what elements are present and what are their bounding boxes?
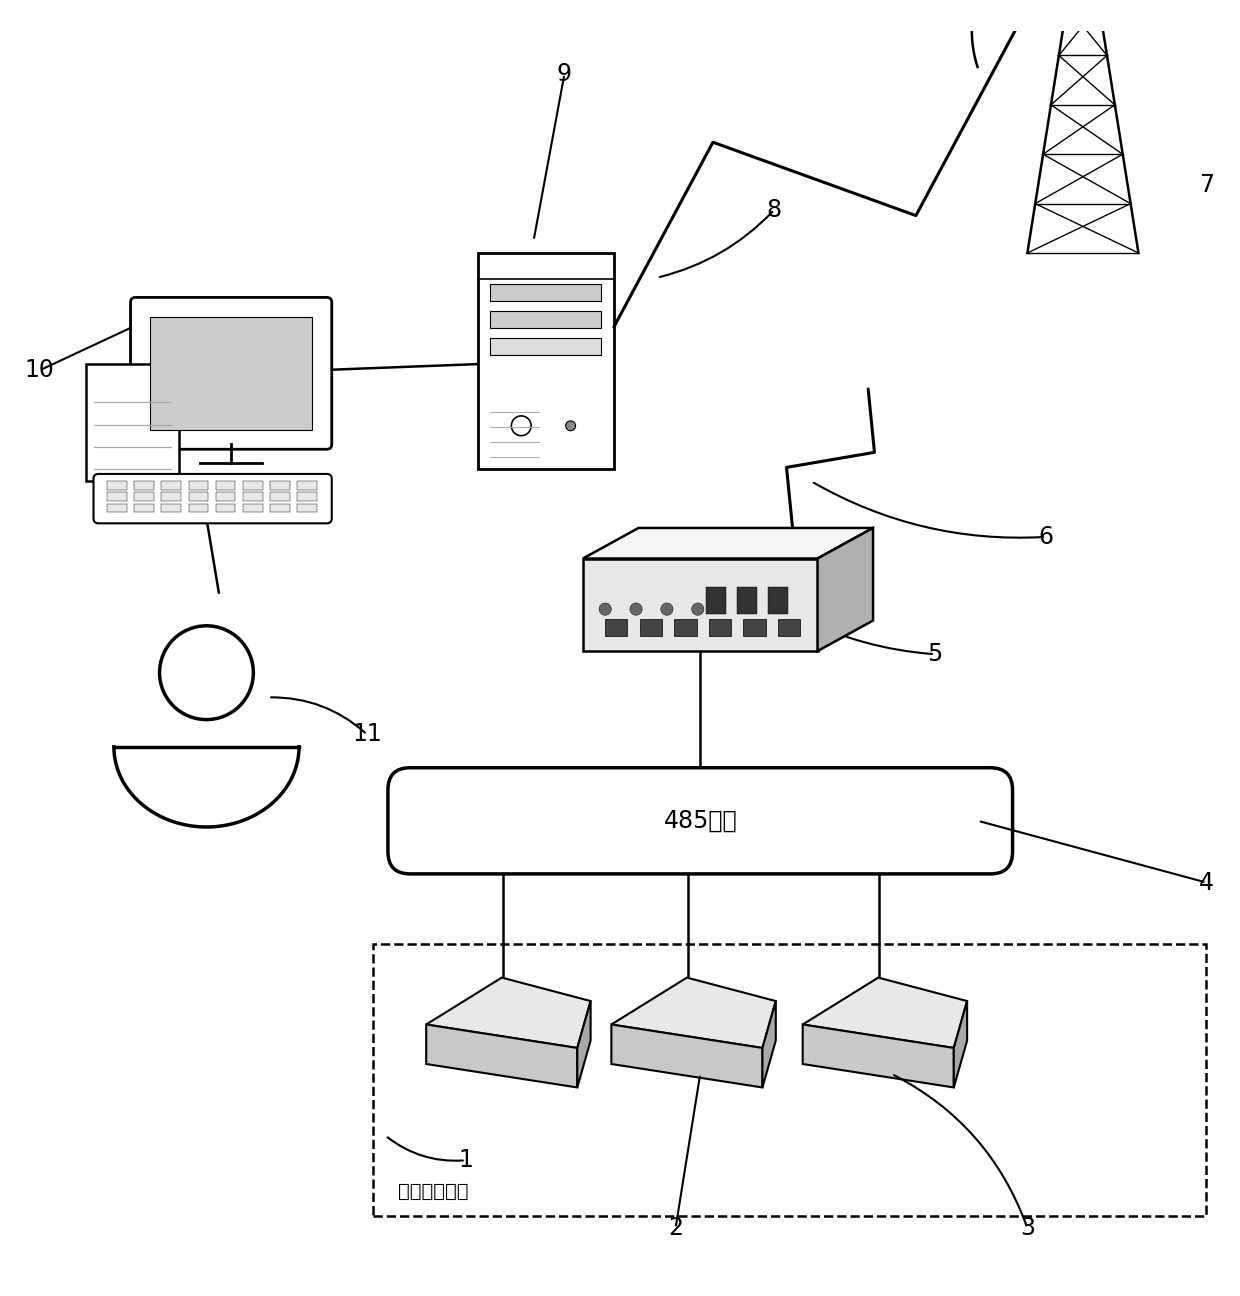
Bar bbox=[188, 481, 208, 490]
Bar bbox=[709, 619, 732, 636]
Bar bbox=[216, 492, 236, 502]
Polygon shape bbox=[817, 527, 873, 651]
Bar bbox=[479, 253, 614, 469]
Bar bbox=[188, 492, 208, 502]
Text: 9: 9 bbox=[557, 62, 572, 86]
Bar bbox=[738, 587, 758, 614]
Bar bbox=[134, 481, 154, 490]
Bar bbox=[243, 492, 263, 502]
Text: 1: 1 bbox=[459, 1148, 474, 1173]
Bar bbox=[270, 481, 290, 490]
Bar bbox=[744, 619, 765, 636]
Bar bbox=[768, 587, 787, 614]
Text: 7: 7 bbox=[1199, 174, 1214, 197]
Text: 3: 3 bbox=[1019, 1216, 1035, 1240]
Bar bbox=[107, 504, 126, 512]
Bar bbox=[270, 492, 290, 502]
Text: 5: 5 bbox=[928, 643, 942, 666]
Bar bbox=[490, 338, 601, 355]
Bar bbox=[86, 364, 179, 481]
Text: 8: 8 bbox=[766, 198, 782, 222]
Polygon shape bbox=[763, 1001, 776, 1087]
Text: 11: 11 bbox=[352, 722, 382, 746]
Circle shape bbox=[160, 626, 253, 719]
Bar bbox=[243, 481, 263, 490]
Bar bbox=[298, 492, 317, 502]
Bar bbox=[188, 504, 208, 512]
Bar bbox=[150, 318, 312, 429]
Bar bbox=[107, 492, 126, 502]
Polygon shape bbox=[802, 977, 967, 1048]
Bar bbox=[298, 504, 317, 512]
Polygon shape bbox=[427, 977, 590, 1048]
Bar bbox=[216, 481, 236, 490]
Bar bbox=[675, 619, 697, 636]
Bar bbox=[373, 945, 1207, 1216]
Text: 6: 6 bbox=[1038, 525, 1054, 550]
Bar bbox=[707, 587, 727, 614]
Bar bbox=[134, 504, 154, 512]
Polygon shape bbox=[578, 1001, 590, 1087]
Text: 数据监测单元: 数据监测单元 bbox=[398, 1182, 469, 1201]
FancyBboxPatch shape bbox=[130, 297, 332, 450]
Polygon shape bbox=[427, 1025, 578, 1087]
Text: 2: 2 bbox=[668, 1216, 683, 1240]
Bar bbox=[640, 619, 662, 636]
Circle shape bbox=[599, 603, 611, 616]
Polygon shape bbox=[583, 527, 873, 559]
Bar bbox=[161, 504, 181, 512]
Circle shape bbox=[692, 603, 704, 616]
Bar bbox=[161, 492, 181, 502]
Text: 4: 4 bbox=[1199, 871, 1214, 894]
Bar bbox=[107, 481, 126, 490]
Bar bbox=[605, 619, 627, 636]
Bar bbox=[777, 619, 800, 636]
Polygon shape bbox=[611, 977, 776, 1048]
Circle shape bbox=[511, 416, 531, 435]
Polygon shape bbox=[802, 1025, 954, 1087]
Bar bbox=[216, 504, 236, 512]
Bar bbox=[490, 311, 601, 328]
Circle shape bbox=[661, 603, 673, 616]
FancyBboxPatch shape bbox=[93, 474, 332, 524]
Bar bbox=[243, 504, 263, 512]
Polygon shape bbox=[954, 1001, 967, 1087]
Circle shape bbox=[565, 421, 575, 430]
FancyBboxPatch shape bbox=[388, 767, 1013, 874]
Text: 10: 10 bbox=[25, 358, 55, 382]
Bar bbox=[270, 504, 290, 512]
Bar bbox=[161, 481, 181, 490]
Bar bbox=[298, 481, 317, 490]
Bar bbox=[134, 492, 154, 502]
Text: 485总线: 485总线 bbox=[663, 809, 737, 833]
Polygon shape bbox=[611, 1025, 763, 1087]
Bar bbox=[583, 559, 817, 651]
Circle shape bbox=[630, 603, 642, 616]
Bar bbox=[490, 284, 601, 301]
